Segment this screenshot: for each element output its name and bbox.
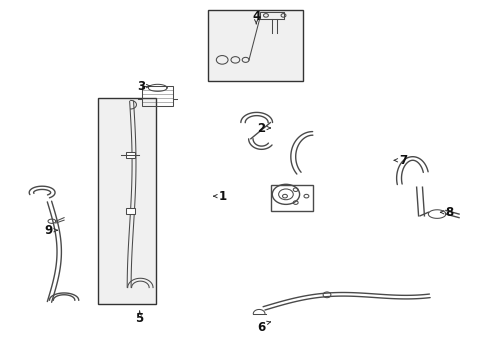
Text: 7: 7 xyxy=(398,154,406,167)
Text: 3: 3 xyxy=(137,80,145,93)
Bar xyxy=(271,185,312,211)
Text: 5: 5 xyxy=(135,311,143,325)
Text: 8: 8 xyxy=(444,206,452,219)
Bar xyxy=(142,86,173,106)
Text: 1: 1 xyxy=(218,190,226,203)
Text: 2: 2 xyxy=(257,122,265,135)
Bar xyxy=(98,98,156,304)
Bar xyxy=(125,208,134,214)
Text: 4: 4 xyxy=(251,10,260,23)
Bar xyxy=(125,152,134,158)
Text: 9: 9 xyxy=(44,224,53,237)
Text: 6: 6 xyxy=(257,320,265,333)
Bar xyxy=(207,10,303,81)
